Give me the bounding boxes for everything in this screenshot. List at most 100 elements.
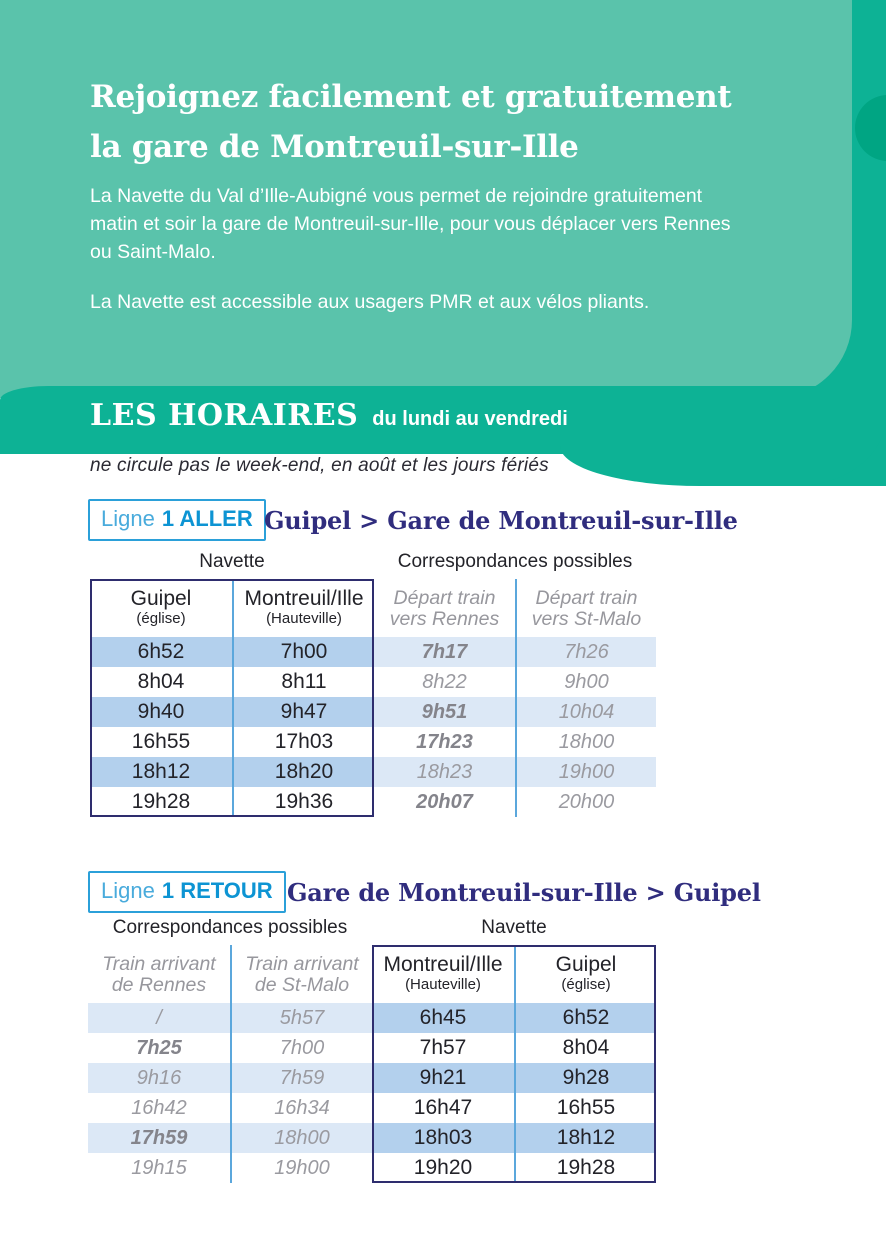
aller-heading: Guipel > Gare de Montreuil-sur-Ille bbox=[264, 506, 738, 535]
column-header-line1: Montreuil/Ille bbox=[383, 953, 503, 976]
time-cell: 19h28 bbox=[514, 1153, 656, 1183]
time-cell: 7h17 bbox=[374, 637, 515, 667]
time-cell: 7h00 bbox=[230, 1033, 372, 1063]
column-header-line2: (église) bbox=[136, 610, 186, 627]
column-header: Départ train vers St-Malo bbox=[515, 579, 656, 637]
time-cell: 17h23 bbox=[416, 731, 473, 753]
column-header-line1: Guipel bbox=[555, 953, 617, 976]
time-cell: 6h52 bbox=[514, 1003, 656, 1033]
time-cell: 10h04 bbox=[515, 697, 656, 727]
retour-group-correspondances: Correspondances possibles bbox=[112, 917, 348, 938]
time-cell: 19h36 bbox=[232, 787, 374, 817]
time-cell: 9h40 bbox=[90, 697, 232, 727]
horaires-title: LES HORAIRES bbox=[90, 398, 359, 433]
column-header: Montreuil/Ille (Hauteville) bbox=[232, 579, 374, 637]
time-cell: 9h51 bbox=[374, 697, 515, 727]
time-cell: 8h11 bbox=[232, 667, 374, 697]
badge-prefix: Ligne bbox=[101, 878, 155, 903]
column-header-line1: Départ train bbox=[393, 587, 496, 609]
time-cell: 8h04 bbox=[137, 670, 185, 693]
time-cell: 17h03 bbox=[232, 727, 374, 757]
time-cell: 19h28 bbox=[131, 790, 191, 813]
aller-group-correspondances: Correspondances possibles bbox=[397, 551, 633, 572]
time-cell: 16h42 bbox=[131, 1097, 187, 1119]
horaires-header: LES HORAIRES du lundi au vendredi bbox=[90, 398, 568, 433]
time-cell: 9h47 bbox=[232, 697, 374, 727]
time-cell: 7h26 bbox=[515, 637, 656, 667]
hero-paragraph-1-line: La Navette du Val d’Ille-Aubigné vous pe… bbox=[90, 185, 703, 207]
time-cell: 7h00 bbox=[232, 637, 374, 667]
time-cell: 17h59 bbox=[88, 1123, 230, 1153]
badge-label: 1 RETOUR bbox=[161, 878, 273, 903]
page-title-line2: la gare de Montreuil-sur-Ille bbox=[90, 129, 579, 165]
time-cell: 8h22 bbox=[422, 671, 467, 693]
time-cell: 16h55 bbox=[131, 730, 191, 753]
time-cell: 9h21 bbox=[372, 1063, 514, 1093]
column-header-line1: Train arrivant bbox=[102, 953, 216, 975]
column-header-line1: Train arrivant bbox=[245, 953, 359, 975]
hero-background bbox=[0, 0, 852, 398]
horaires-subtitle: du lundi au vendredi bbox=[372, 408, 568, 430]
column-header-line2: de St-Malo bbox=[254, 974, 350, 996]
column-header: Guipel (église) bbox=[90, 579, 232, 637]
retour-heading: Gare de Montreuil-sur-Ille > Guipel bbox=[287, 878, 761, 907]
column-header-line1: Guipel bbox=[130, 587, 192, 610]
badge-label: 1 ALLER bbox=[161, 506, 253, 531]
hero-paragraph-2: La Navette est accessible aux usagers PM… bbox=[90, 291, 650, 313]
time-cell: 18h00 bbox=[230, 1123, 372, 1153]
service-note: ne circule pas le week-end, en août et l… bbox=[90, 455, 549, 476]
time-cell: 16h55 bbox=[514, 1093, 656, 1123]
time-cell: 9h16 bbox=[88, 1063, 230, 1093]
page-title: Rejoignez facilement et gratuitement la … bbox=[90, 72, 732, 172]
time-cell: 19h20 bbox=[413, 1156, 473, 1179]
column-header: Départ train vers Rennes bbox=[374, 579, 515, 637]
time-cell: 16h34 bbox=[230, 1093, 372, 1123]
page-title-line1: Rejoignez facilement et gratuitement bbox=[90, 79, 732, 115]
time-cell: 9h28 bbox=[514, 1063, 656, 1093]
column-header-line2: vers Rennes bbox=[389, 608, 500, 630]
column-header: Train arrivant de St-Malo bbox=[230, 945, 372, 1003]
time-cell: 18h03 bbox=[372, 1123, 514, 1153]
retour-group-navette: Navette bbox=[481, 917, 547, 938]
time-cell: 20h00 bbox=[515, 787, 656, 817]
hero-paragraph-1: La Navette du Val d’Ille-Aubigné vous pe… bbox=[90, 182, 731, 266]
time-cell: 7h59 bbox=[230, 1063, 372, 1093]
aller-group-navette: Navette bbox=[199, 551, 265, 572]
badge-prefix: Ligne bbox=[101, 506, 155, 531]
hero-paragraph-1-line: ou Saint-Malo. bbox=[90, 241, 216, 263]
hero-paragraph-1-line: matin et soir la gare de Montreuil-sur-I… bbox=[90, 213, 731, 235]
time-cell: 9h00 bbox=[515, 667, 656, 697]
time-cell: 20h07 bbox=[416, 791, 473, 813]
time-cell: 6h52 bbox=[90, 637, 232, 667]
time-cell: 5h57 bbox=[230, 1003, 372, 1033]
column-header-line1: Départ train bbox=[535, 587, 638, 609]
aller-timetable: Guipel (église) Montreuil/Ille (Hautevil… bbox=[90, 579, 656, 817]
ligne-1-retour-badge: Ligne 1 RETOUR bbox=[88, 871, 286, 913]
time-cell: 7h25 bbox=[136, 1037, 182, 1059]
time-cell: 18h00 bbox=[515, 727, 656, 757]
time-cell: 18h12 bbox=[90, 757, 232, 787]
retour-timetable: Train arrivant de Rennes Train arrivant … bbox=[88, 945, 656, 1183]
column-header-line2: (Hauteville) bbox=[266, 610, 342, 627]
column-header: Train arrivant de Rennes bbox=[88, 945, 230, 1003]
column-header-line2: (Hauteville) bbox=[405, 976, 481, 993]
time-cell: 18h12 bbox=[514, 1123, 656, 1153]
time-cell: / bbox=[88, 1003, 230, 1033]
time-cell: 18h23 bbox=[374, 757, 515, 787]
column-header: Montreuil/Ille (Hauteville) bbox=[372, 945, 514, 1003]
time-cell: 19h15 bbox=[131, 1157, 187, 1179]
time-cell: 8h04 bbox=[514, 1033, 656, 1063]
time-cell: 19h00 bbox=[230, 1153, 372, 1183]
time-cell: 16h47 bbox=[413, 1096, 473, 1119]
column-header-line1: Montreuil/Ille bbox=[244, 587, 364, 610]
horaires-band-curve bbox=[560, 386, 886, 486]
time-cell: 6h45 bbox=[372, 1003, 514, 1033]
column-header-line2: de Rennes bbox=[111, 974, 207, 996]
column-header-line2: vers St-Malo bbox=[531, 608, 642, 630]
column-header: Guipel (église) bbox=[514, 945, 656, 1003]
column-header-line2: (église) bbox=[561, 976, 611, 993]
ligne-1-aller-badge: Ligne 1 ALLER bbox=[88, 499, 266, 541]
time-cell: 19h00 bbox=[515, 757, 656, 787]
time-cell: 7h57 bbox=[419, 1036, 467, 1059]
